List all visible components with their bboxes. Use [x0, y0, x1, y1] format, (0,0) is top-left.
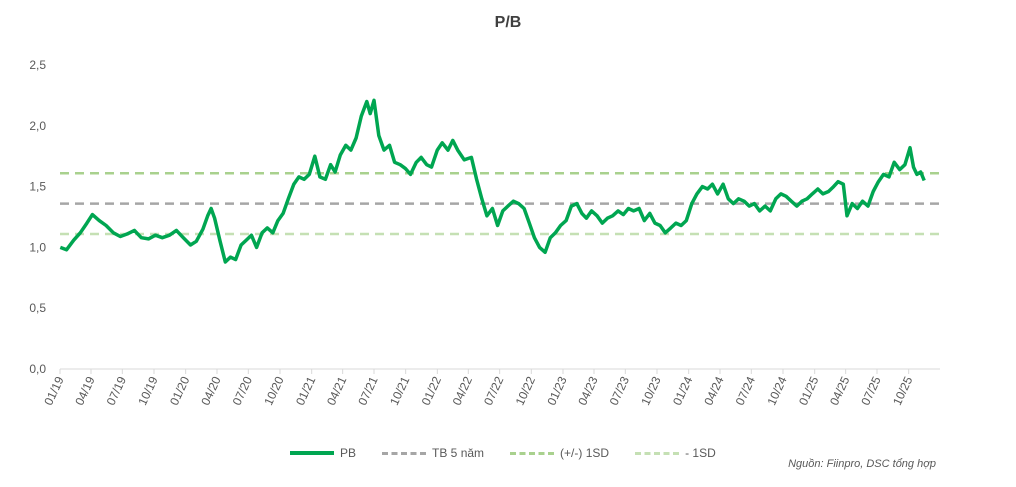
series-line-pb — [59, 98, 926, 264]
legend-swatch — [635, 451, 680, 455]
legend-swatch — [290, 451, 334, 455]
legend-label: (+/-) 1SD — [560, 446, 610, 460]
x-tick-label: 04/21 — [324, 374, 350, 407]
x-tick-label: 01/20 — [167, 374, 193, 407]
x-tick-label: 10/21 — [387, 374, 413, 407]
legend-item: (+/-) 1SD — [510, 446, 609, 460]
x-tick-label: 07/19 — [104, 374, 130, 407]
x-tick-label: 01/19 — [41, 374, 67, 407]
y-tick-label: 0,5 — [29, 301, 46, 315]
x-tick-label: 04/20 — [198, 374, 224, 407]
x-tick-label: 04/23 — [575, 374, 601, 407]
x-tick-label: 10/19 — [135, 374, 161, 407]
series-lines — [59, 98, 926, 264]
x-tick-label: 10/22 — [513, 374, 539, 407]
x-tick-label: 07/24 — [733, 374, 759, 407]
source-note: Nguồn: Fiinpro, DSC tổng hợp — [788, 458, 936, 470]
x-tick-label: 01/23 — [544, 374, 570, 407]
chart-title: P/B — [494, 14, 522, 31]
x-tick-label: 07/25 — [858, 374, 884, 407]
x-tick-label: 01/25 — [796, 374, 822, 407]
x-axis-ticks: 01/19 04/19 07/19 10/19 01/20 04/20 07/20 10/20… — [41, 369, 916, 407]
x-tick-label: 07/23 — [607, 374, 633, 407]
legend-item: - 1SD — [635, 446, 716, 460]
x-tick-label: 04/25 — [827, 374, 853, 407]
y-tick-label: 1,5 — [29, 180, 46, 194]
x-tick-label: 07/20 — [230, 374, 256, 407]
y-tick-label: 2,5 — [29, 58, 46, 72]
x-tick-label: 07/21 — [355, 374, 381, 407]
y-tick-label: 0,0 — [29, 362, 46, 376]
x-tick-label: 07/22 — [481, 374, 507, 407]
legend-label: PB — [340, 446, 357, 460]
legend-swatch — [510, 451, 555, 455]
reference-lines — [60, 171, 940, 236]
y-tick-label: 1,0 — [29, 240, 46, 254]
legend-item: PB — [290, 446, 356, 460]
x-tick-label: 01/22 — [419, 374, 445, 407]
y-axis-ticks: 0,0 0,5 1,0 1,5 2,0 2,5 — [29, 58, 46, 376]
x-tick-label: 04/22 — [450, 374, 476, 407]
x-tick-label: 10/24 — [764, 374, 790, 407]
legend-label: TB 5 năm — [432, 446, 485, 460]
x-tick-label: 10/23 — [638, 374, 664, 407]
x-tick-label: 04/24 — [701, 374, 727, 407]
x-tick-label: 01/24 — [670, 374, 696, 407]
x-tick-label: 10/20 — [261, 374, 287, 407]
legend-label: - 1SD — [685, 446, 716, 460]
y-tick-label: 2,0 — [29, 119, 46, 133]
legend-item: TB 5 năm — [382, 446, 484, 460]
x-tick-label: 10/25 — [890, 374, 916, 407]
legend-swatch — [382, 451, 427, 455]
legend: PB TB 5 năm (+/-) 1SD - 1SD — [290, 446, 742, 460]
x-tick-label: 04/19 — [72, 374, 98, 407]
x-tick-label: 01/21 — [293, 374, 319, 407]
